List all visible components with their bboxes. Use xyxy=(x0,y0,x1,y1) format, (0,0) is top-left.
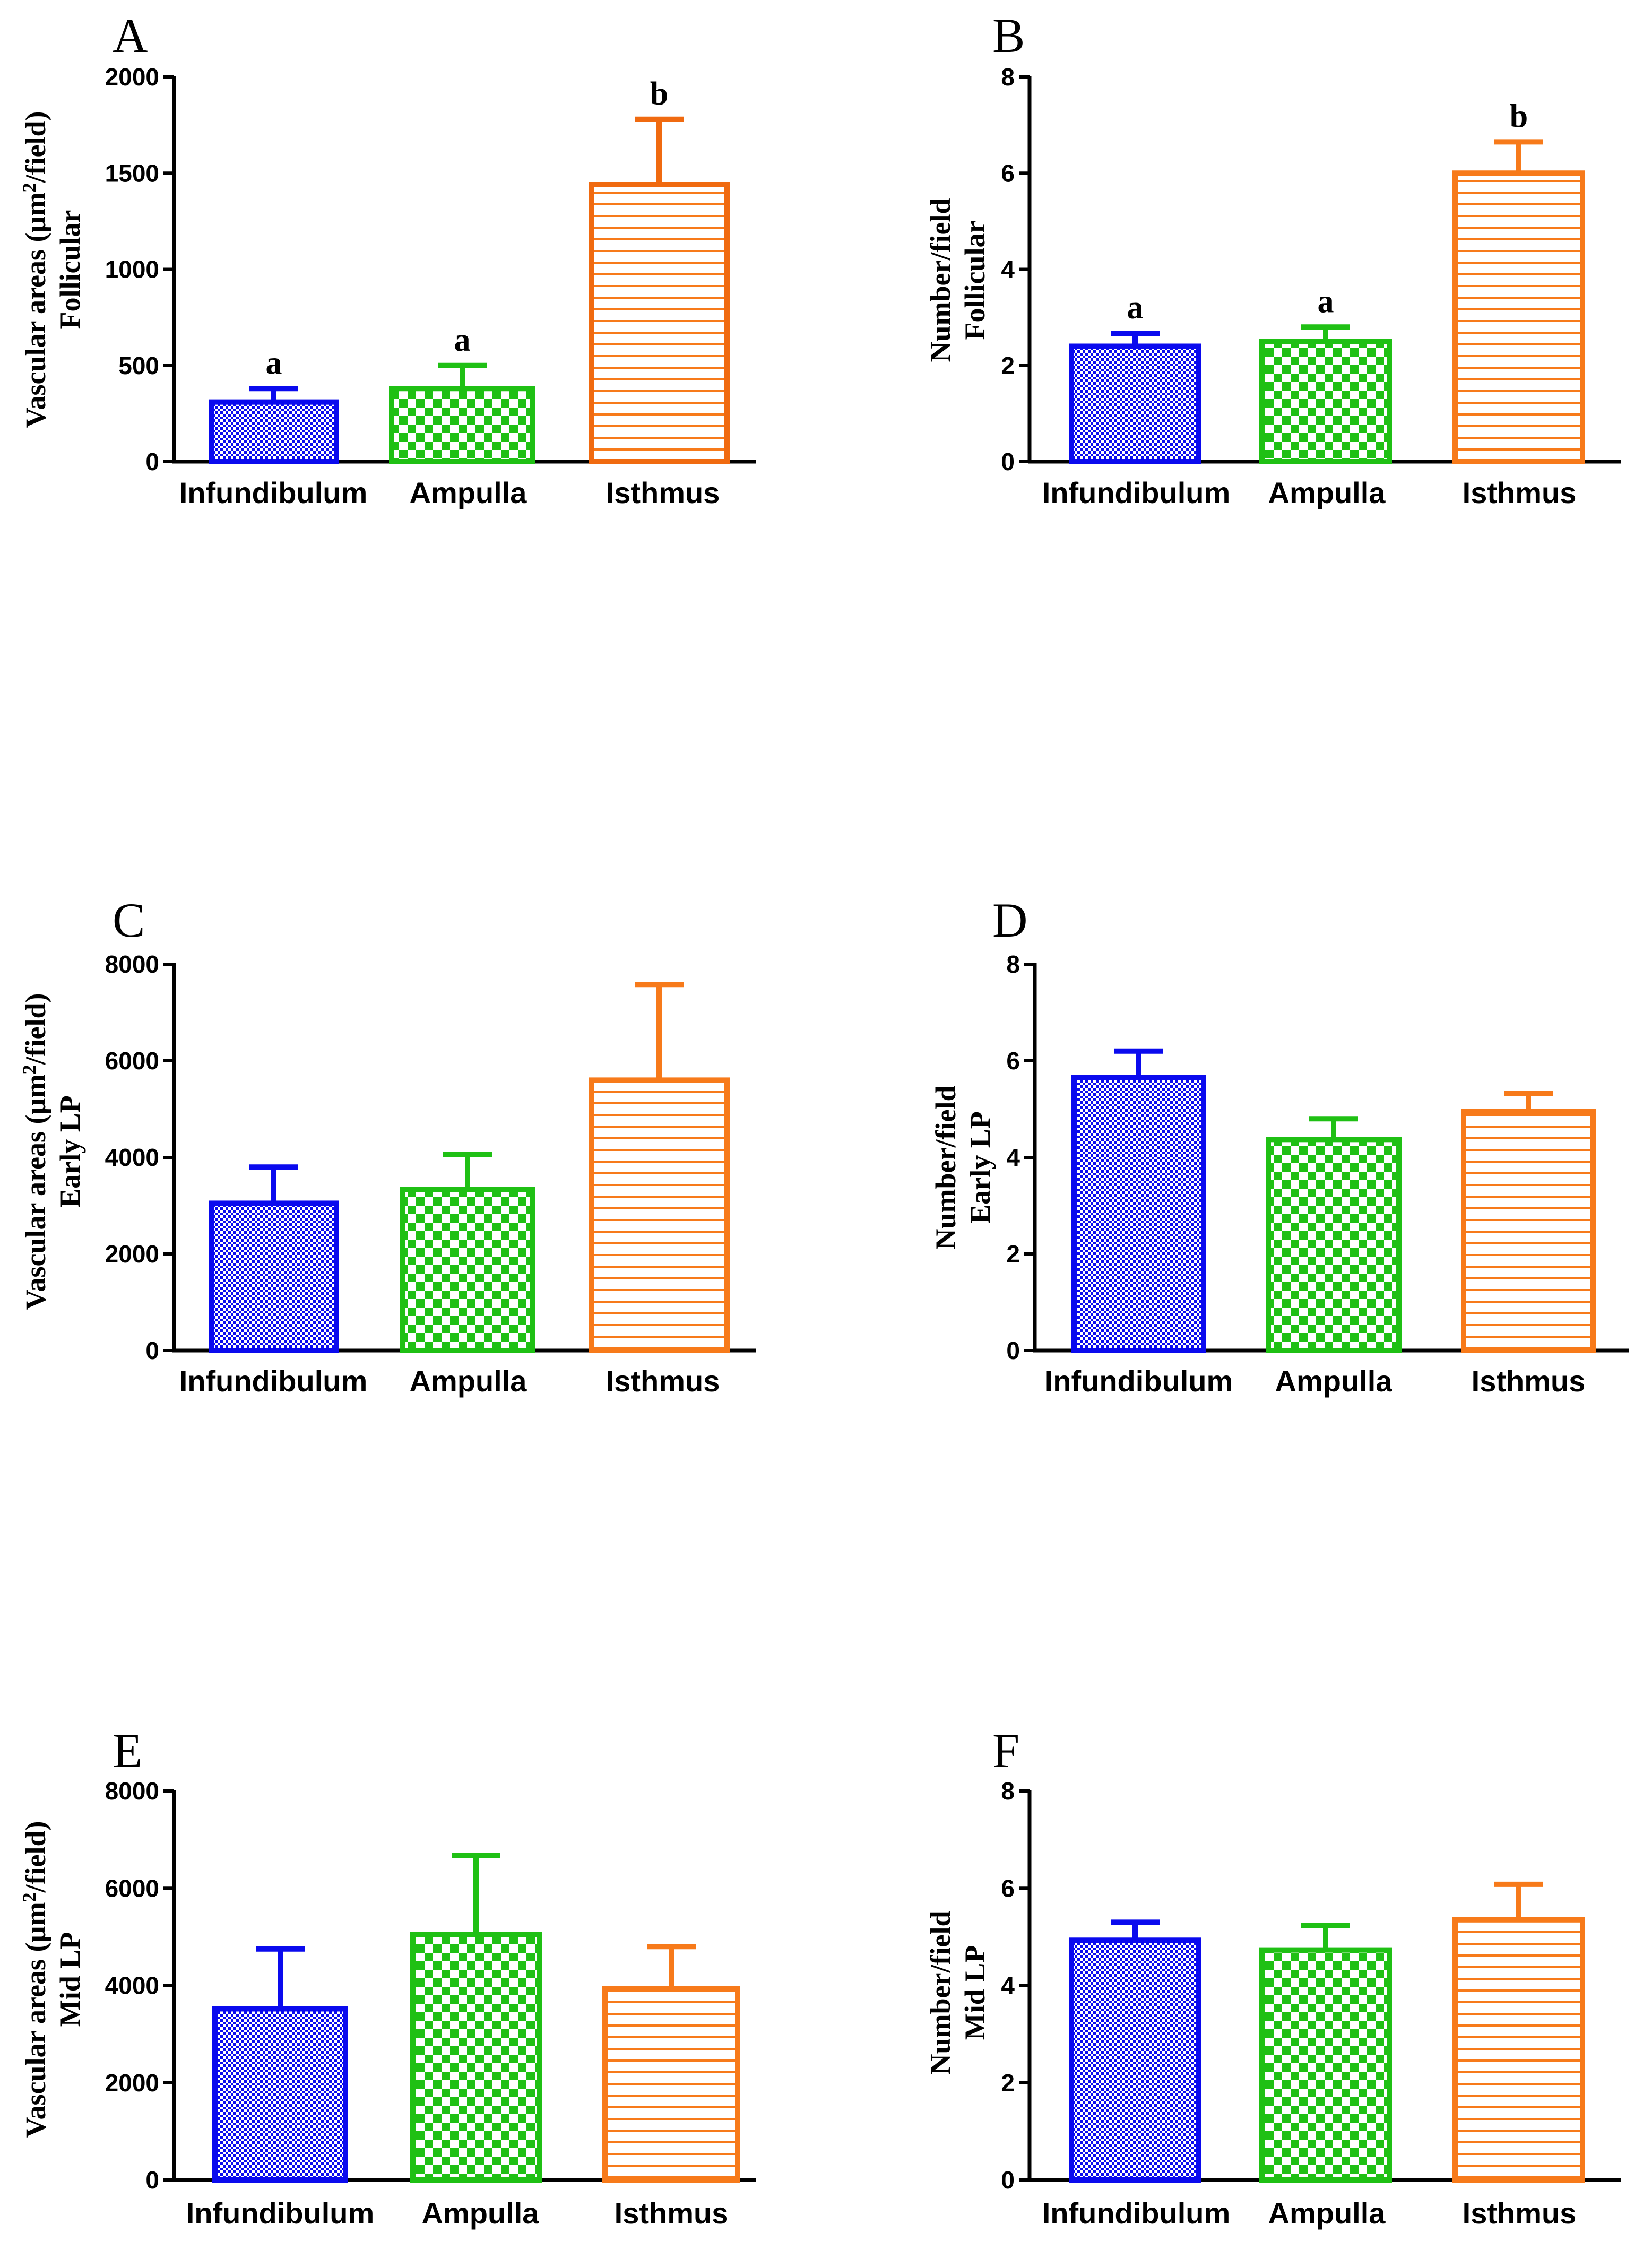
y-tick-label: 4000 xyxy=(105,1972,159,2000)
y-tick-label: 6 xyxy=(1001,159,1015,187)
y-axis-sublabel: Follicular xyxy=(54,210,86,330)
y-tick-label: 8 xyxy=(1006,950,1020,978)
significance-label-isthmus: b xyxy=(650,76,668,112)
y-tick-label: 1500 xyxy=(105,159,159,187)
bar-isthmus xyxy=(589,1077,730,1354)
significance-label-ampulla: a xyxy=(1318,283,1334,319)
y-tick-label: 6000 xyxy=(105,1047,159,1075)
bar-isthmus xyxy=(1452,1917,1585,2183)
y-tick-label: 500 xyxy=(118,352,159,379)
panel-label: B xyxy=(992,8,1025,63)
y-tick-label: 0 xyxy=(145,1337,159,1364)
y-tick-label: 4000 xyxy=(105,1144,159,1171)
y-tick-label: 2000 xyxy=(105,2069,159,2097)
significance-label-isthmus: b xyxy=(1510,98,1528,134)
panel-label: F xyxy=(992,1724,1019,1778)
y-tick-label: 2 xyxy=(1001,352,1015,379)
y-tick-label: 4 xyxy=(1006,1144,1020,1171)
y-tick-label: 1000 xyxy=(105,256,159,283)
y-axis-label: Number/field xyxy=(924,1911,956,2075)
y-tick-label: 8000 xyxy=(105,1777,159,1805)
category-label-ampulla: Ampulla xyxy=(1268,2196,1386,2230)
bar-ampulla xyxy=(1259,339,1392,464)
y-axis-label: Vascular areas (µm2/field) xyxy=(19,1821,51,2138)
y-tick-label: 2000 xyxy=(105,1240,159,1268)
bar-infundibulum xyxy=(209,399,339,464)
category-label-ampulla: Ampulla xyxy=(422,2196,540,2230)
y-tick-label: 0 xyxy=(145,448,159,475)
panel-label: E xyxy=(113,1724,142,1778)
panel-c: C Vascular areas (µm2/field) Early LP 0 2… xyxy=(19,893,756,1398)
y-tick-label: 0 xyxy=(1001,448,1015,475)
y-axis-sublabel: Follicular xyxy=(959,221,991,340)
category-label-ampulla: Ampulla xyxy=(410,476,527,509)
y-tick-label: 4 xyxy=(1001,256,1015,283)
y-axis-sublabel: Early LP xyxy=(54,1095,86,1208)
bar-infundibulum xyxy=(1071,1075,1206,1353)
category-label-isthmus: Isthmus xyxy=(1463,2196,1577,2230)
y-axis-label: Vascular areas (µm2/field) xyxy=(19,993,51,1310)
significance-label-infundibulum: a xyxy=(1127,290,1144,326)
category-label-isthmus: Isthmus xyxy=(1472,1364,1586,1398)
y-tick-label: 8 xyxy=(1001,1777,1015,1805)
significance-label-infundibulum: a xyxy=(266,345,282,381)
y-tick-label: 6000 xyxy=(105,1874,159,1902)
y-tick-label: 2 xyxy=(1001,2069,1015,2097)
y-axis-label: Vascular areas (µm2/field) xyxy=(19,111,51,428)
y-tick-label: 2000 xyxy=(105,63,159,91)
panel-label: D xyxy=(992,893,1027,947)
bar-isthmus xyxy=(1461,1109,1596,1354)
bar-ampulla xyxy=(389,386,535,464)
category-label-infundibulum: Infundibulum xyxy=(179,1364,368,1398)
y-tick-label: 6 xyxy=(1006,1047,1020,1075)
category-label-isthmus: Isthmus xyxy=(1463,476,1577,509)
panel-label: A xyxy=(113,8,148,63)
category-label-infundibulum: Infundibulum xyxy=(179,476,368,509)
panel-e: E Vascular areas (µm2/field) Mid LP 0 200… xyxy=(19,1724,756,2230)
category-label-isthmus: Isthmus xyxy=(606,476,720,509)
bar-infundibulum xyxy=(212,2006,348,2183)
category-label-infundibulum: Infundibulum xyxy=(1042,2196,1231,2230)
panel-d: D Number/field Early LP 0 2 4 6 8 Infundibul… xyxy=(930,893,1629,1398)
y-tick-label: 4 xyxy=(1001,1972,1015,2000)
y-axis-sublabel: Early LP xyxy=(964,1111,996,1224)
y-tick-label: 6 xyxy=(1001,1874,1015,1902)
category-label-isthmus: Isthmus xyxy=(615,2196,729,2230)
y-tick-label: 8 xyxy=(1001,63,1015,91)
significance-label-ampulla: a xyxy=(454,322,471,358)
y-tick-label: 2 xyxy=(1006,1240,1020,1268)
y-axis-sublabel: Mid LP xyxy=(54,1932,86,2027)
bar-isthmus xyxy=(602,1986,740,2183)
category-label-infundibulum: Infundibulum xyxy=(186,2196,375,2230)
y-tick-label: 8000 xyxy=(105,950,159,978)
panel-label: C xyxy=(113,893,145,947)
bar-ampulla xyxy=(410,1932,542,2183)
bar-isthmus xyxy=(1452,170,1585,464)
y-tick-label: 0 xyxy=(1006,1337,1020,1364)
bar-ampulla xyxy=(400,1187,535,1353)
bar-ampulla xyxy=(1259,1947,1392,2183)
panel-a: A Vascular areas (µm2/field) Follicular … xyxy=(19,8,756,509)
y-tick-label: 0 xyxy=(145,2166,159,2194)
y-axis-sublabel: Mid LP xyxy=(959,1945,991,2040)
panel-b: B Number/field Follicular 0 2 4 6 8 a a b Infu… xyxy=(924,8,1621,509)
category-label-isthmus: Isthmus xyxy=(606,1364,720,1398)
bar-ampulla xyxy=(1266,1137,1402,1354)
y-axis-label: Number/field xyxy=(930,1086,962,1250)
bar-isthmus xyxy=(589,182,730,464)
y-tick-label: 0 xyxy=(1001,2166,1015,2194)
bar-infundibulum xyxy=(209,1200,339,1353)
category-label-ampulla: Ampulla xyxy=(1275,1364,1393,1398)
category-label-infundibulum: Infundibulum xyxy=(1042,476,1231,509)
bar-infundibulum xyxy=(1069,1937,1201,2183)
panel-f: F Number/field Mid LP 0 2 4 6 8 Infundibulum… xyxy=(924,1724,1621,2230)
bar-infundibulum xyxy=(1069,343,1201,464)
y-axis-label: Number/field xyxy=(924,198,956,362)
category-label-infundibulum: Infundibulum xyxy=(1045,1364,1233,1398)
category-label-ampulla: Ampulla xyxy=(1268,476,1386,509)
category-label-ampulla: Ampulla xyxy=(410,1364,527,1398)
